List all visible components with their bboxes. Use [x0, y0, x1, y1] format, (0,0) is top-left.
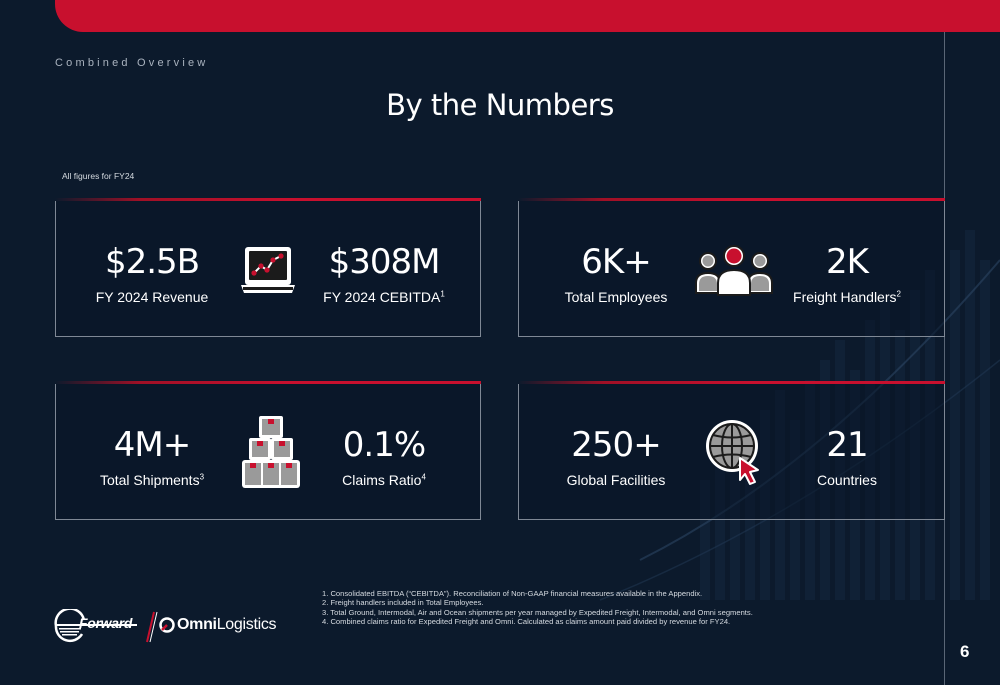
revenue-value: $2.5B [104, 242, 200, 282]
revenue-label: FY 2024 Revenue [95, 289, 209, 305]
shipments-label: Total Shipments3 [99, 472, 205, 488]
facilities-stat: 250+ Global Facilities [526, 425, 706, 488]
claims-ratio-label: Claims Ratio4 [342, 472, 426, 488]
omni-logo-text: OmniLogistics [177, 616, 277, 633]
card-accent-line [55, 198, 481, 201]
employees-stat: 6K+ Total Employees [526, 242, 706, 305]
top-accent-bar [55, 0, 1000, 32]
cebitda-label: FY 2024 CEBITDA1 [323, 289, 445, 305]
footnote-ref: 1 [440, 289, 445, 299]
page-number: 6 [960, 642, 970, 661]
claims-ratio-stat: 0.1% Claims Ratio4 [294, 425, 474, 488]
people-card: 6K+ Total Employees 2K Freight Handlers2 [518, 198, 945, 337]
cebitda-stat: $308M FY 2024 CEBITDA1 [294, 242, 474, 305]
page-title: By the Numbers [386, 88, 614, 122]
shipments-card: 4M+ Total Shipments3 0.1% Claims Ratio4 [55, 381, 481, 520]
freight-handlers-value: 2K [826, 242, 869, 282]
countries-label: Countries [817, 472, 877, 488]
financials-card: $2.5B FY 2024 Revenue $308M FY 2024 CEBI… [55, 198, 481, 337]
freight-handlers-stat: 2K Freight Handlers2 [757, 242, 937, 305]
countries-stat: 21 Countries [757, 425, 937, 488]
network-card: 250+ Global Facilities 21 Countries [518, 381, 945, 520]
logo-divider-icon [146, 611, 158, 643]
forward-logo-mark [54, 609, 137, 643]
footnotes: 1. Consolidated EBITDA (“CEBITDA”). Reco… [322, 589, 753, 626]
footnote-item: 2. Freight handlers included in Total Em… [322, 598, 484, 608]
people-group-icon [695, 245, 773, 296]
forward-logo: Forward [53, 609, 139, 643]
footnote-ref: 4 [421, 472, 426, 482]
globe-cursor-icon [706, 420, 759, 485]
card-accent-line [518, 381, 945, 384]
laptop-chart-icon [241, 247, 295, 293]
figures-note: All figures for FY24 [62, 171, 135, 181]
claims-ratio-value: 0.1% [342, 425, 426, 465]
freight-handlers-label: Freight Handlers2 [793, 289, 901, 305]
card-accent-line [518, 198, 945, 201]
footnote-item: 4. Combined claims ratio for Expedited F… [322, 616, 731, 626]
forward-logo-text: Forward [79, 615, 133, 631]
footnote-item: 3. Total Ground, Intermodal, Air and Oce… [322, 607, 753, 617]
employees-value: 6K+ [581, 242, 651, 282]
section-label: Combined Overview [55, 57, 209, 69]
stacked-boxes-icon [242, 416, 300, 488]
omni-mark-icon [159, 617, 175, 633]
shipments-stat: 4M+ Total Shipments3 [62, 425, 242, 488]
revenue-stat: $2.5B FY 2024 Revenue [62, 242, 242, 305]
facilities-label: Global Facilities [566, 472, 666, 488]
right-divider-line [944, 32, 945, 685]
countries-value: 21 [826, 425, 868, 465]
footnote-item: 1. Consolidated EBITDA (“CEBITDA”). Reco… [322, 589, 703, 598]
card-accent-line [55, 381, 481, 384]
cebitda-value: $308M [328, 242, 441, 282]
footnote-ref: 2 [896, 289, 901, 299]
footnote-ref: 3 [199, 472, 205, 482]
facilities-value: 250+ [571, 425, 661, 465]
employees-label: Total Employees [564, 289, 668, 305]
shipments-value: 4M+ [113, 425, 191, 465]
